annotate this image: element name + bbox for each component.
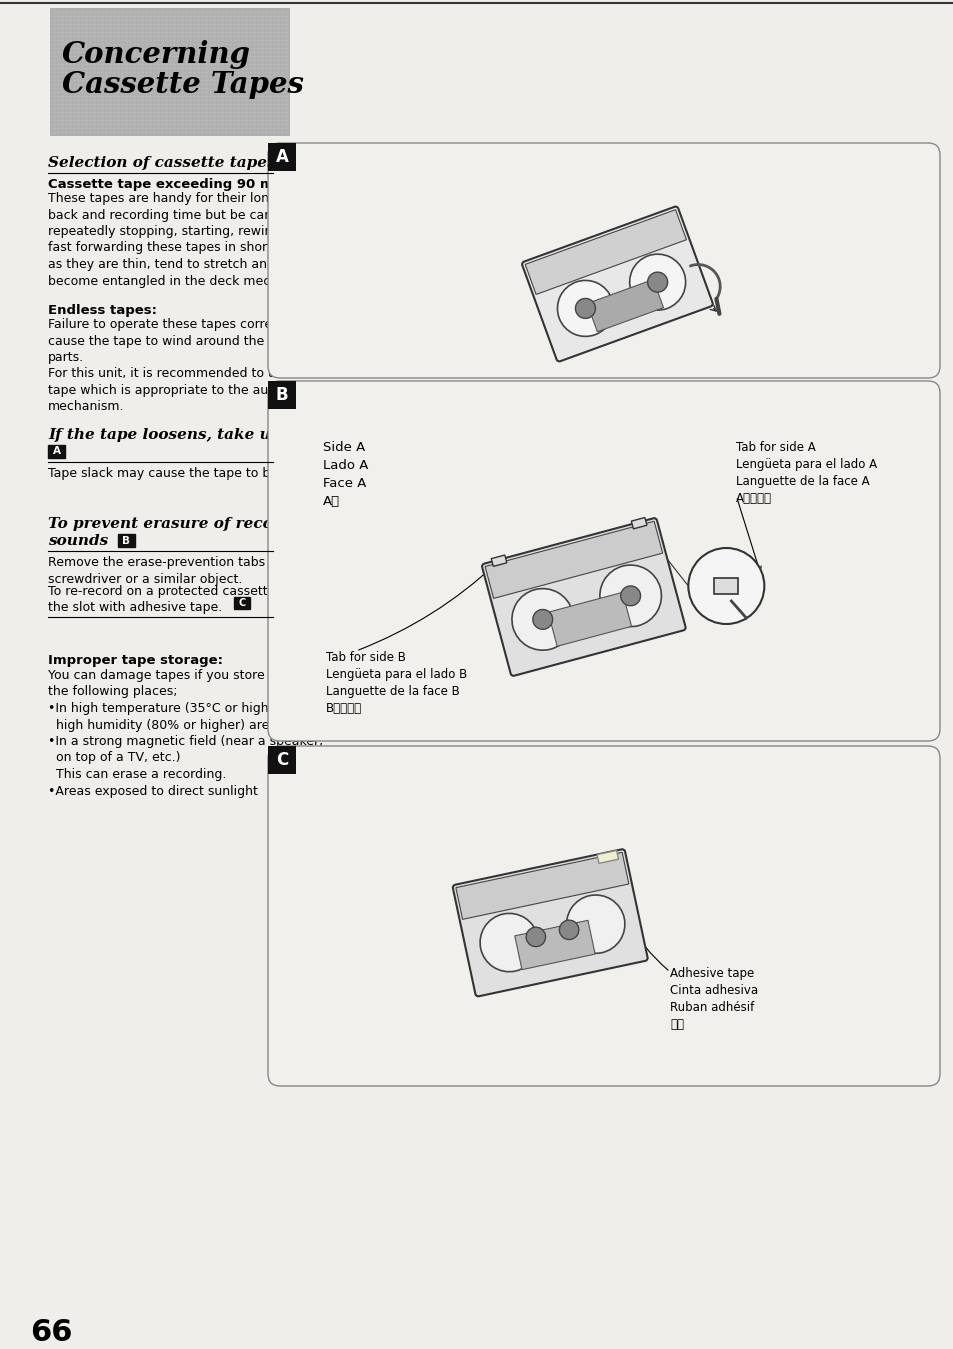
- Text: Failure to operate these tapes correctly may
cause the tape to wind around the r: Failure to operate these tapes correctly…: [48, 318, 332, 414]
- Bar: [714, 577, 738, 594]
- Circle shape: [599, 565, 660, 627]
- Bar: [548, 592, 631, 646]
- Text: Improper tape storage:: Improper tape storage:: [48, 654, 223, 666]
- Text: Remove the erase-prevention tabs with a
screwdriver or a similar object.: Remove the erase-prevention tabs with a …: [48, 556, 307, 585]
- Text: If the tape loosens, take up the slack: If the tape loosens, take up the slack: [48, 428, 363, 442]
- Circle shape: [688, 548, 763, 625]
- FancyBboxPatch shape: [233, 598, 250, 608]
- Text: These tapes are handy for their long play-
back and recording time but be carefu: These tapes are handy for their long pla…: [48, 192, 333, 287]
- Bar: [456, 853, 628, 920]
- FancyBboxPatch shape: [268, 380, 939, 741]
- Text: Tape slack may cause the tape to break.: Tape slack may cause the tape to break.: [48, 467, 301, 480]
- Text: Tab for side A
Lengüeta para el lado A
Languette de la face A
A面防消卡: Tab for side A Lengüeta para el lado A L…: [736, 441, 877, 505]
- Bar: [631, 518, 646, 529]
- Circle shape: [620, 585, 639, 606]
- Circle shape: [526, 927, 545, 947]
- Text: B: B: [122, 536, 131, 545]
- Circle shape: [566, 894, 624, 954]
- Circle shape: [533, 610, 552, 629]
- Circle shape: [557, 281, 613, 336]
- Text: Endless tapes:: Endless tapes:: [48, 304, 157, 317]
- Text: Cassette Tapes: Cassette Tapes: [62, 70, 304, 98]
- Text: 66: 66: [30, 1318, 72, 1348]
- FancyBboxPatch shape: [268, 746, 939, 1086]
- FancyBboxPatch shape: [118, 534, 135, 546]
- Text: To prevent erasure of recorded: To prevent erasure of recorded: [48, 517, 312, 532]
- Circle shape: [629, 254, 685, 310]
- Text: C: C: [238, 598, 245, 608]
- FancyBboxPatch shape: [48, 445, 65, 459]
- Circle shape: [558, 920, 578, 939]
- Text: B: B: [275, 386, 288, 403]
- Bar: [484, 521, 662, 599]
- FancyBboxPatch shape: [50, 8, 290, 136]
- Bar: [268, 746, 295, 774]
- FancyBboxPatch shape: [481, 518, 685, 676]
- Text: Concerning: Concerning: [62, 40, 251, 69]
- Text: You can damage tapes if you store them in
the following places;
•In high tempera: You can damage tapes if you store them i…: [48, 669, 323, 797]
- Text: Selection of cassette tapes: Selection of cassette tapes: [48, 156, 275, 170]
- Bar: [268, 143, 295, 171]
- FancyBboxPatch shape: [268, 143, 939, 378]
- Text: Side A
Lado A
Face A
A面: Side A Lado A Face A A面: [323, 441, 368, 509]
- Text: A: A: [275, 148, 288, 166]
- Circle shape: [479, 913, 537, 971]
- FancyBboxPatch shape: [453, 850, 647, 997]
- Bar: [268, 380, 295, 409]
- Bar: [524, 209, 686, 294]
- Bar: [491, 554, 506, 567]
- Text: To re-record on a protected cassette, cover
the slot with adhesive tape.: To re-record on a protected cassette, co…: [48, 585, 318, 615]
- Bar: [586, 279, 663, 332]
- Text: C: C: [275, 751, 288, 769]
- Text: Tab for side B
Lengüeta para el lado B
Languette de la face B
B面防消卡: Tab for side B Lengüeta para el lado B L…: [326, 652, 467, 715]
- Circle shape: [512, 588, 573, 650]
- FancyBboxPatch shape: [521, 206, 712, 362]
- Bar: [515, 920, 595, 970]
- Text: A: A: [52, 447, 60, 456]
- Circle shape: [647, 272, 667, 293]
- Circle shape: [575, 298, 595, 318]
- Bar: [597, 850, 618, 863]
- Text: sounds: sounds: [48, 534, 108, 548]
- Text: Cassette tape exceeding 90 minutes:: Cassette tape exceeding 90 minutes:: [48, 178, 325, 192]
- Text: Adhesive tape
Cinta adhesiva
Ruban adhésif
膏帶: Adhesive tape Cinta adhesiva Ruban adhés…: [670, 967, 758, 1031]
